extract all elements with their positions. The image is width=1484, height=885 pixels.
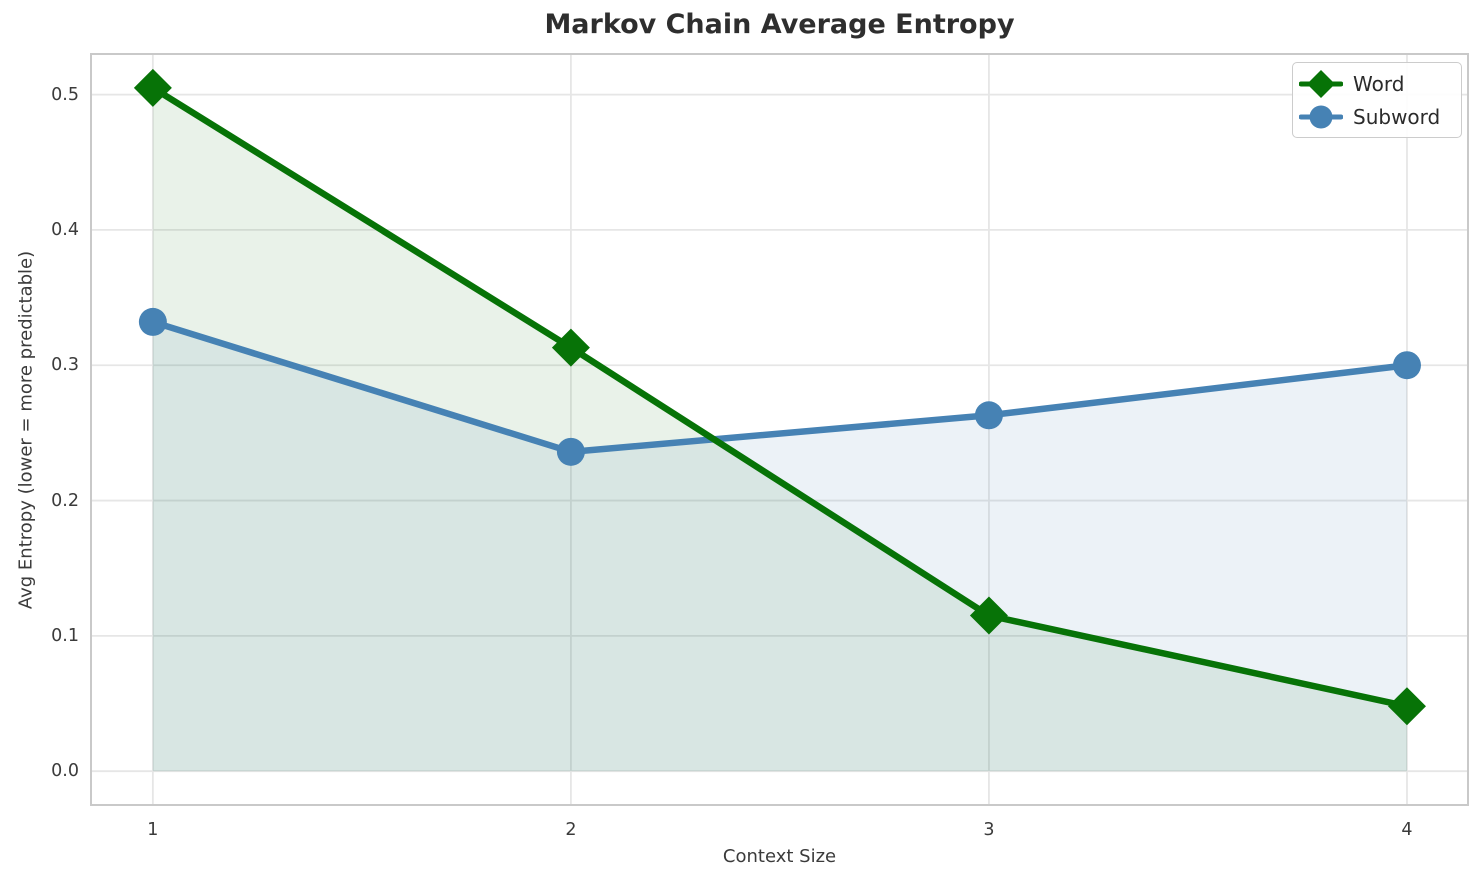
legend-label-word: Word	[1353, 71, 1405, 96]
y-tick-label: 0.0	[51, 761, 79, 782]
x-tick-label: 3	[983, 820, 995, 840]
legend-item-subword: Subword	[1299, 101, 1451, 132]
area-fill-subword	[152, 321, 1407, 772]
y-tick-label: 0.2	[51, 490, 79, 511]
y-tick-label: 0.4	[51, 219, 79, 240]
marker-circle-subword	[138, 307, 167, 336]
line-word	[149, 84, 1411, 710]
y-tick-label: 0.3	[51, 355, 79, 376]
marker-diamond-word	[133, 68, 172, 107]
line-subword	[149, 318, 1411, 456]
marker-diamond-word	[969, 596, 1008, 635]
marker-circle-subword	[556, 437, 585, 466]
marker-diamond-word	[1387, 687, 1426, 726]
legend-label-subword: Subword	[1353, 104, 1441, 129]
x-tick-label: 2	[565, 820, 577, 840]
y-tick-label: 0.5	[51, 84, 79, 105]
x-axis-label: Context Size	[722, 846, 837, 867]
axes-spines	[90, 53, 1469, 806]
chart-title: Markov Chain Average Entropy	[544, 9, 1015, 40]
x-tick-label: 4	[1401, 820, 1413, 840]
area-fill-word	[152, 87, 1407, 772]
subword-circle-marker-icon	[1299, 105, 1343, 128]
marker-circle-subword	[1392, 351, 1421, 380]
x-tick-label: 1	[147, 820, 159, 840]
legend-item-word: Word	[1299, 68, 1451, 99]
marker-diamond-word	[551, 328, 590, 367]
word-diamond-marker-icon	[1299, 69, 1343, 98]
legend: Word Subword	[1292, 62, 1462, 138]
marker-circle-subword	[974, 401, 1003, 430]
y-tick-label: 0.1	[51, 625, 79, 646]
y-axis-label: Avg Entropy (lower = more predictable)	[15, 250, 37, 610]
